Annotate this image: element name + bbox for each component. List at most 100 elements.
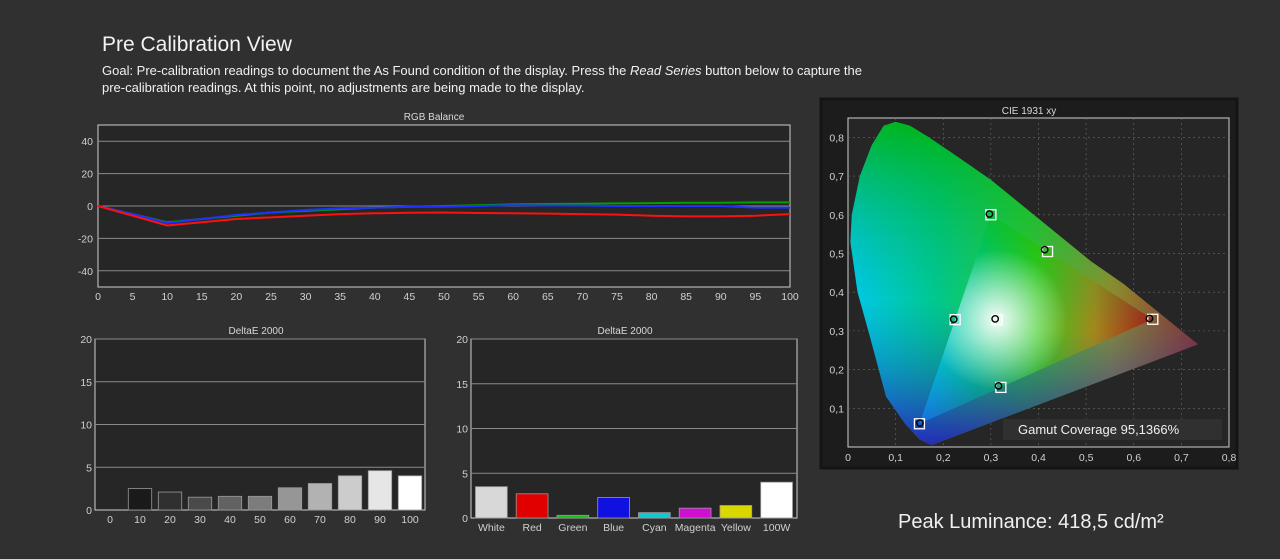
peak-luminance: Peak Luminance: 418,5 cd/m² — [898, 511, 1164, 533]
colors-y-tick: 0 — [462, 513, 468, 525]
grayscale-y-tick: 10 — [80, 420, 92, 432]
grayscale-category-label: 10 — [134, 514, 146, 526]
rgb-y-tick: -20 — [78, 233, 93, 245]
rgb-y-tick: 20 — [81, 169, 93, 181]
colors-bar — [597, 497, 630, 519]
gamut-coverage-label: Gamut Coverage 95,1366% — [1018, 422, 1180, 437]
grayscale-grid — [95, 338, 425, 468]
colors-category-label: Cyan — [642, 522, 667, 534]
grayscale-y-tick: 5 — [86, 462, 92, 474]
cie-y-tick: 0,6 — [829, 210, 844, 222]
grayscale-x-axis: 0 10 20 30 40 50 60 70 80 90 100 — [107, 514, 419, 526]
cie-x-tick: 0,2 — [936, 452, 951, 464]
grayscale-category-label: 0 — [107, 514, 113, 526]
colors-y-tick: 10 — [456, 424, 468, 436]
cie-markers — [913, 209, 1159, 430]
cie-measured-marker — [949, 315, 958, 324]
colors-bar — [760, 481, 793, 519]
rgb-x-tick: 35 — [334, 291, 346, 303]
rgb-x-tick: 5 — [130, 291, 136, 303]
grayscale-bar — [307, 483, 333, 511]
goal-description: Goal: Pre-calibration readings to docume… — [102, 62, 862, 96]
colors-bar — [719, 505, 753, 519]
colors-bars — [475, 481, 793, 519]
colors-y-tick: 5 — [462, 468, 468, 480]
rgb-x-tick: 85 — [680, 291, 692, 303]
rgb-y-tick: -40 — [78, 266, 93, 278]
cie-measured-marker — [991, 314, 1000, 323]
rgb-series-line — [97, 205, 791, 227]
rgb-x-tick: 25 — [265, 291, 277, 303]
colors-y-tick: 20 — [456, 334, 468, 346]
rgb-x-tick: 20 — [231, 291, 243, 303]
cie-y-tick: 0,1 — [829, 403, 844, 415]
rgb-x-tick: 70 — [577, 291, 589, 303]
grayscale-y-tick: 20 — [80, 334, 92, 346]
colors-deltae-title: DeltaE 2000 — [597, 326, 652, 337]
colors-deltae-chart: DeltaE 2000 20 15 10 5 0 White Red Green Blue Cy… — [456, 326, 798, 534]
grayscale-deltae-title: DeltaE 2000 — [228, 326, 283, 337]
colors-category-label: Yellow — [721, 522, 751, 534]
rgb-x-tick: 65 — [542, 291, 554, 303]
rgb-y-tick: 0 — [87, 201, 93, 213]
grayscale-category-label: 80 — [344, 514, 356, 526]
grayscale-category-label: 50 — [254, 514, 266, 526]
rgb-balance-y-axis: 40 20 0 -20 -40 — [78, 136, 93, 278]
grayscale-category-label: 30 — [194, 514, 206, 526]
grayscale-y-tick: 0 — [86, 505, 92, 517]
grayscale-category-label: 90 — [374, 514, 386, 526]
rgb-x-tick: 45 — [404, 291, 416, 303]
colors-bar — [475, 486, 508, 519]
rgb-balance-x-axis: 0 5 10 15 20 25 30 35 40 45 50 55 60 65 70 75 80 85 90 95 10… — [95, 291, 799, 303]
cie-measured-marker — [916, 419, 924, 427]
rgb-x-tick: 75 — [611, 291, 623, 303]
grayscale-bar — [337, 475, 363, 511]
cie-x-tick: 0,4 — [1031, 452, 1046, 464]
rgb-series-line — [97, 204, 790, 225]
colors-category-label: 100W — [763, 522, 791, 534]
rgb-balance-chart: RGB Balance 40 20 0 -20 -40 0 5 10 15 20 25 30 35 40… — [78, 112, 799, 303]
colors-bar — [515, 493, 549, 519]
cie-y-tick: 0,8 — [829, 132, 844, 144]
page-title: Pre Calibration View — [102, 33, 292, 56]
grayscale-bar — [367, 470, 393, 511]
cie-y-tick: 0,2 — [829, 365, 844, 377]
gamut-triangle — [919, 214, 1153, 424]
rgb-y-tick: 40 — [81, 136, 93, 148]
rgb-x-tick: 30 — [300, 291, 312, 303]
cie-measured-marker — [1040, 245, 1049, 254]
cie-measured-marker — [1145, 314, 1154, 323]
grayscale-bar — [277, 487, 303, 511]
grayscale-bar — [397, 475, 423, 511]
rgb-x-tick: 50 — [438, 291, 450, 303]
rgb-x-tick: 10 — [161, 291, 173, 303]
rgb-x-tick: 40 — [369, 291, 381, 303]
cie-y-tick: 0,3 — [829, 326, 844, 338]
cie-measured-marker — [985, 210, 994, 218]
cie-y-axis: 0,8 0,7 0,6 0,5 0,4 0,3 0,2 0,1 — [829, 132, 844, 415]
rgb-x-tick: 0 — [95, 291, 101, 303]
rgb-balance-series — [97, 201, 791, 227]
colors-bar — [556, 514, 590, 519]
colors-y-axis: 20 15 10 5 0 — [456, 334, 468, 525]
colors-category-label: Red — [522, 522, 541, 534]
cie-title: CIE 1931 xy — [1002, 106, 1056, 117]
cie-1931-chart: CIE 1931 xy 0,8 0,7 0,6 0,5 0,4 0,3 0,2 0,1 0 0,… — [819, 97, 1239, 470]
cie-measured-marker — [994, 381, 1003, 390]
cie-y-tick: 0,4 — [829, 287, 844, 299]
colors-x-axis: White Red Green Blue Cyan Magenta Yellow 100W — [478, 522, 790, 534]
rgb-x-tick: 15 — [196, 291, 208, 303]
cie-y-tick: 0,7 — [829, 171, 844, 183]
colors-category-label: Blue — [603, 522, 624, 534]
grayscale-bar — [187, 496, 213, 511]
grayscale-category-label: 40 — [224, 514, 236, 526]
goal-text-start: Goal: Pre-calibration readings to docume… — [102, 63, 631, 78]
grayscale-bars — [127, 470, 423, 511]
colors-category-label: White — [478, 522, 505, 534]
cie-target-marker — [1147, 313, 1159, 325]
grayscale-bar — [247, 495, 273, 511]
cie-x-tick: 0,5 — [1079, 452, 1094, 464]
rgb-x-tick: 55 — [473, 291, 485, 303]
